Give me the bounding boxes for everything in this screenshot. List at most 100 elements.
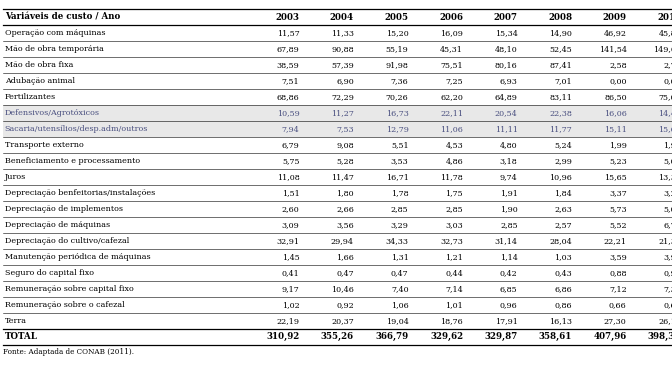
- Text: 1,01: 1,01: [446, 301, 463, 309]
- Text: 10,59: 10,59: [277, 109, 300, 117]
- Text: 11,33: 11,33: [331, 29, 354, 37]
- Text: 11,78: 11,78: [440, 173, 463, 181]
- Text: 22,11: 22,11: [440, 109, 463, 117]
- Text: 1,80: 1,80: [337, 189, 354, 197]
- Text: 2004: 2004: [330, 13, 354, 22]
- Text: 7,51: 7,51: [282, 77, 300, 85]
- Text: 1,66: 1,66: [336, 253, 354, 261]
- Text: Sacaria/utensílios/desp.adm/outros: Sacaria/utensílios/desp.adm/outros: [5, 125, 148, 133]
- Text: 1,14: 1,14: [500, 253, 517, 261]
- Text: 0,63: 0,63: [663, 301, 672, 309]
- Text: 15,63: 15,63: [659, 125, 672, 133]
- Text: 6,90: 6,90: [336, 77, 354, 85]
- Text: 2,57: 2,57: [554, 221, 572, 229]
- Text: Defensivos/Agrotóxicos: Defensivos/Agrotóxicos: [5, 109, 99, 117]
- Text: 7,53: 7,53: [337, 125, 354, 133]
- Text: 2,63: 2,63: [554, 205, 572, 213]
- Text: Depreciação do cultivo/cafezal: Depreciação do cultivo/cafezal: [5, 237, 129, 245]
- Text: 149,04: 149,04: [653, 45, 672, 53]
- Text: 15,65: 15,65: [604, 173, 627, 181]
- Text: 67,89: 67,89: [277, 45, 300, 53]
- Text: 1,21: 1,21: [445, 253, 463, 261]
- Text: 11,77: 11,77: [550, 125, 572, 133]
- Text: 3,53: 3,53: [390, 157, 409, 165]
- Text: 11,06: 11,06: [440, 125, 463, 133]
- Text: 7,32: 7,32: [663, 285, 672, 293]
- Text: 1,45: 1,45: [282, 253, 300, 261]
- Text: 6,85: 6,85: [500, 285, 517, 293]
- Text: 3,09: 3,09: [282, 221, 300, 229]
- Text: 29,94: 29,94: [331, 237, 354, 245]
- Text: Remuneração sobre capital fixo: Remuneração sobre capital fixo: [5, 285, 134, 293]
- Text: 13,39: 13,39: [659, 173, 672, 181]
- Text: 7,40: 7,40: [391, 285, 409, 293]
- Text: 0,42: 0,42: [500, 269, 517, 277]
- Text: 2007: 2007: [494, 13, 517, 22]
- Text: 5,23: 5,23: [609, 157, 627, 165]
- Text: 0,91: 0,91: [663, 269, 672, 277]
- Text: 4,86: 4,86: [446, 157, 463, 165]
- Text: 2,85: 2,85: [500, 221, 517, 229]
- Text: 62,20: 62,20: [440, 93, 463, 101]
- Text: 1,90: 1,90: [663, 141, 672, 149]
- Text: 11,08: 11,08: [277, 173, 300, 181]
- Text: 7,14: 7,14: [446, 285, 463, 293]
- Text: Mão de obra fixa: Mão de obra fixa: [5, 61, 73, 69]
- Text: 2,99: 2,99: [554, 157, 572, 165]
- Text: 32,73: 32,73: [440, 237, 463, 245]
- Text: 5,75: 5,75: [282, 157, 300, 165]
- Text: Depreciação de implementos: Depreciação de implementos: [5, 205, 123, 213]
- Text: 2003: 2003: [276, 13, 300, 22]
- Text: 75,51: 75,51: [440, 61, 463, 69]
- Text: 6,86: 6,86: [554, 285, 572, 293]
- Text: 16,13: 16,13: [549, 317, 572, 325]
- Text: Depreciação de máquinas: Depreciação de máquinas: [5, 221, 110, 229]
- Text: Transporte externo: Transporte externo: [5, 141, 83, 149]
- Text: 2005: 2005: [384, 13, 409, 22]
- Text: 355,26: 355,26: [321, 332, 354, 341]
- Text: 3,18: 3,18: [500, 157, 517, 165]
- Text: 9,74: 9,74: [500, 173, 517, 181]
- Text: 1,31: 1,31: [390, 253, 409, 261]
- Bar: [3, 121, 672, 137]
- Text: 329,62: 329,62: [430, 332, 463, 341]
- Text: 22,38: 22,38: [549, 109, 572, 117]
- Text: 5,73: 5,73: [609, 205, 627, 213]
- Text: 22,19: 22,19: [276, 317, 300, 325]
- Text: Fonte: Adaptada de CONAB (2011).: Fonte: Adaptada de CONAB (2011).: [3, 348, 134, 357]
- Text: 14,90: 14,90: [549, 29, 572, 37]
- Text: 3,37: 3,37: [609, 189, 627, 197]
- Text: 86,50: 86,50: [604, 93, 627, 101]
- Text: 11,47: 11,47: [331, 173, 354, 181]
- Text: 1,02: 1,02: [282, 301, 300, 309]
- Text: 21,32: 21,32: [659, 237, 672, 245]
- Text: 3,29: 3,29: [390, 221, 409, 229]
- Text: 5,24: 5,24: [554, 141, 572, 149]
- Text: 4,80: 4,80: [500, 141, 517, 149]
- Text: 407,96: 407,96: [593, 332, 627, 341]
- Text: 15,11: 15,11: [604, 125, 627, 133]
- Text: 6,79: 6,79: [663, 221, 672, 229]
- Text: 52,45: 52,45: [550, 45, 572, 53]
- Text: 2,58: 2,58: [609, 61, 627, 69]
- Text: 0,92: 0,92: [336, 301, 354, 309]
- Text: 329,87: 329,87: [485, 332, 517, 341]
- Text: 0,43: 0,43: [554, 269, 572, 277]
- Text: 57,39: 57,39: [331, 61, 354, 69]
- Text: 5,05: 5,05: [664, 205, 672, 213]
- Text: 34,33: 34,33: [386, 237, 409, 245]
- Text: 1,78: 1,78: [391, 189, 409, 197]
- Text: 26,14: 26,14: [659, 317, 672, 325]
- Text: 72,29: 72,29: [331, 93, 354, 101]
- Text: 20,54: 20,54: [495, 109, 517, 117]
- Text: 3,56: 3,56: [336, 221, 354, 229]
- Text: 12,79: 12,79: [386, 125, 409, 133]
- Text: 11,11: 11,11: [495, 125, 517, 133]
- Text: 2,85: 2,85: [391, 205, 409, 213]
- Text: Beneficiamento e processamento: Beneficiamento e processamento: [5, 157, 140, 165]
- Text: Mão de obra temporária: Mão de obra temporária: [5, 45, 103, 53]
- Text: 16,06: 16,06: [604, 109, 627, 117]
- Text: 7,12: 7,12: [609, 285, 627, 293]
- Text: 366,79: 366,79: [376, 332, 409, 341]
- Text: 0,86: 0,86: [554, 301, 572, 309]
